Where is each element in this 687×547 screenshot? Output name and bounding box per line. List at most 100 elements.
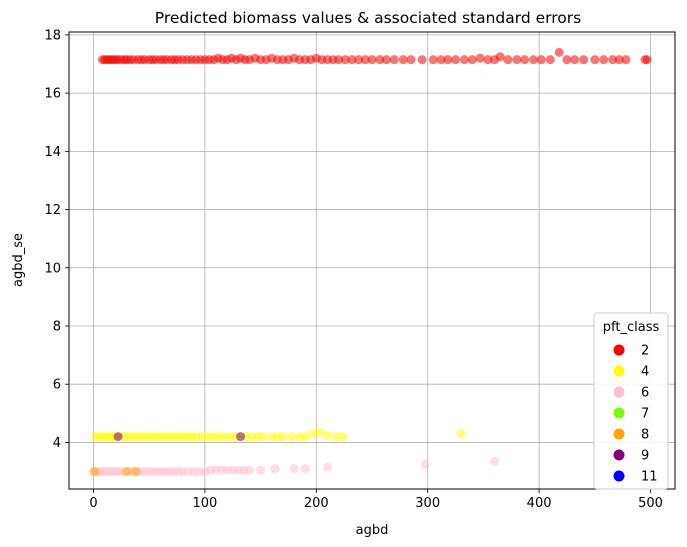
legend-label: 7 [641,407,649,422]
x-tick-label: 300 [415,496,440,511]
grid [69,32,675,489]
point-pft-2 [367,55,377,65]
y-tick-label: 14 [44,145,61,160]
point-pft-2 [436,55,446,65]
x-tick-label: 0 [89,496,97,511]
point-pft-2 [428,55,438,65]
point-pft-2 [381,55,391,65]
legend-marker [613,428,625,440]
point-pft-2 [614,55,624,65]
y-tick-label: 18 [44,28,61,43]
point-pft-4 [331,432,341,442]
y-tick-label: 12 [44,203,61,218]
point-pft-2 [340,55,350,65]
point-pft-2 [475,53,485,63]
y-axis: 4 6 8 10 12 14 16 18 [44,28,69,451]
point-pft-2 [417,55,427,65]
point-pft-2 [467,55,477,65]
y-tick-label: 4 [53,436,61,451]
point-pft-4 [456,429,466,439]
point-pft-8 [90,467,100,477]
point-pft-4 [322,430,332,440]
point-pft-6 [420,459,430,469]
point-pft-2 [389,55,399,65]
point-pft-2 [570,55,580,65]
point-pft-9 [113,432,123,442]
legend-marker [613,344,625,356]
point-pft-8 [122,467,132,477]
point-pft-2 [406,55,416,65]
point-pft-6 [322,462,332,472]
point-pft-2 [354,55,364,65]
chart-title: Predicted biomass values & associated st… [155,9,581,27]
point-pft-6 [289,464,299,474]
point-pft-2 [459,55,469,65]
point-pft-4 [300,432,310,442]
point-pft-6 [300,464,310,474]
point-pft-2 [334,55,344,65]
x-tick-label: 100 [192,496,217,511]
point-pft-6 [244,465,254,475]
point-pft-4 [258,432,268,442]
point-pft-2 [520,55,530,65]
legend-label: 11 [641,470,658,485]
legend-box [593,312,669,490]
point-pft-2 [483,55,493,65]
point-pft-2 [503,55,513,65]
point-pft-2 [590,55,600,65]
legend-marker [613,365,625,377]
point-pft-2 [545,55,555,65]
point-pft-2 [347,55,357,65]
legend-label: 6 [641,386,649,401]
point-pft-4 [308,429,318,439]
point-pft-2 [495,52,505,62]
x-axis: 0 100 200 300 400 500 [89,489,663,511]
x-tick-label: 400 [527,496,552,511]
plot-frame [68,31,676,490]
point-pft-2 [608,55,618,65]
point-pft-2 [375,55,385,65]
point-pft-2 [536,55,546,65]
point-pft-2 [443,55,453,65]
legend-marker [613,407,625,419]
x-axis-label: agbd [356,523,389,538]
legend-label: 9 [641,449,649,464]
point-pft-2 [599,55,609,65]
legend-label: 2 [641,344,649,359]
point-pft-9 [236,432,246,442]
y-tick-label: 10 [44,261,61,276]
point-pft-2 [621,55,631,65]
point-pft-4 [338,432,348,442]
point-pft-2 [562,55,572,65]
point-pft-2 [529,55,539,65]
point-pft-2 [360,55,370,65]
point-pft-6 [256,465,266,475]
y-tick-label: 8 [53,319,61,334]
point-pft-2 [451,55,461,65]
point-pft-2 [398,55,408,65]
point-pft-4 [287,432,297,442]
point-pft-2 [642,55,652,65]
legend-marker [613,449,625,461]
x-tick-label: 200 [304,496,329,511]
point-pft-4 [315,427,325,437]
legend-title: pft_class [603,320,660,335]
legend-label: 4 [641,365,649,380]
point-pft-4 [278,432,288,442]
point-pft-2 [554,47,564,57]
legend-marker [613,470,625,482]
legend-marker [613,386,625,398]
point-pft-6 [490,456,500,466]
y-tick-label: 16 [44,87,61,102]
point-pft-2 [512,55,522,65]
y-axis-label: agbd_se [11,233,26,287]
point-pft-2 [579,55,589,65]
data-points [89,47,652,477]
point-pft-6 [270,464,280,474]
point-pft-8 [131,467,141,477]
x-tick-label: 500 [638,496,663,511]
legend-label: 8 [641,428,649,443]
legend: pft_class 2 4 6 7 8 9 11 [593,312,669,490]
y-tick-label: 6 [53,378,61,393]
